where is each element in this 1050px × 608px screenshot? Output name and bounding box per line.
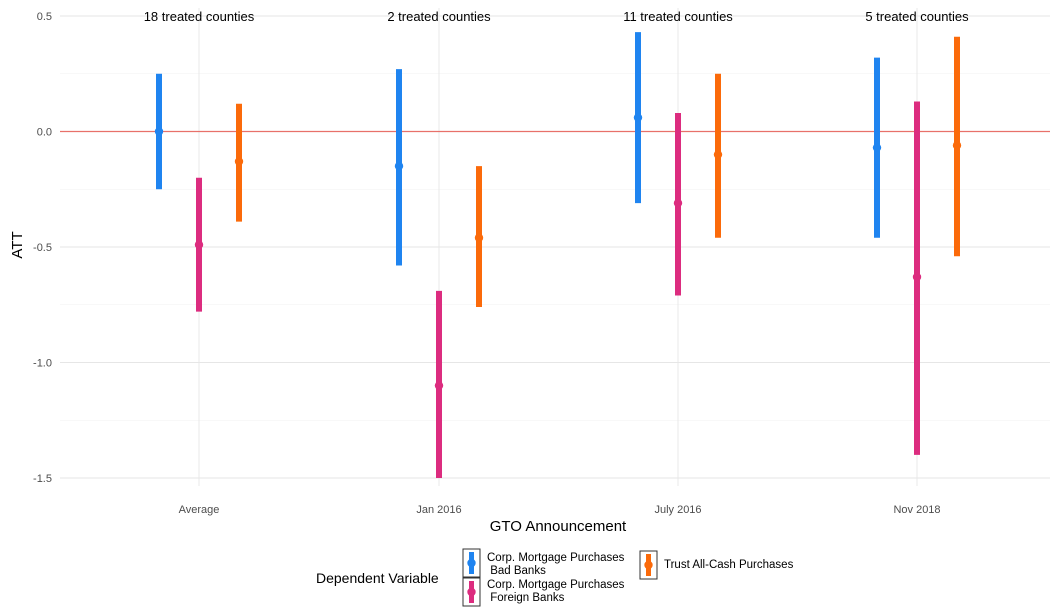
point-foreign-banks-average [194, 240, 204, 249]
point-bad-banks-nov-2018 [872, 143, 882, 152]
legend-key-foreign-banks [462, 577, 481, 607]
legend-keys [462, 548, 658, 607]
legend: Dependent Variable Corp. Mortgage Purcha… [316, 548, 794, 607]
legend-label-bad-banks-line2: Bad Banks [487, 565, 546, 577]
annotations: 18 treated counties 2 treated counties 11 … [144, 9, 969, 24]
legend-key-point [644, 560, 653, 570]
y-axis-ticks: -1.5 -1.0 -0.5 0.0 0.5 [33, 11, 52, 485]
x-tick-label-july-2016: July 2016 [654, 504, 701, 516]
point-foreign-banks-nov-2018 [912, 272, 922, 282]
legend-key-trust-all-cash [639, 550, 658, 580]
legend-title: Dependent Variable [316, 570, 439, 586]
legend-label-trust-all-cash: Trust All-Cash Purchases [664, 559, 794, 571]
x-tick-label-jan-2016: Jan 2016 [416, 504, 461, 516]
x-tick-label-average: Average [179, 504, 220, 516]
y-tick-label: -1.5 [33, 473, 52, 485]
point-trust-all-cash-nov-2018 [952, 141, 962, 150]
y-tick-label: 0.0 [37, 127, 52, 139]
point-foreign-banks-jan-2016 [434, 381, 444, 390]
point-trust-all-cash-average [234, 157, 244, 166]
point-bad-banks-jan-2016 [394, 161, 404, 171]
legend-label-foreign-banks-line2: Foreign Banks [487, 592, 565, 604]
legend-key-point [467, 558, 476, 568]
annotation-jan-2016: 2 treated counties [387, 9, 491, 24]
y-tick-label: -0.5 [33, 242, 52, 254]
error-bars [154, 32, 962, 478]
legend-key-point [467, 587, 476, 597]
point-trust-all-cash-jan-2016 [474, 233, 484, 242]
legend-key-bad-banks [462, 548, 481, 578]
annotation-nov-2018: 5 treated counties [865, 9, 969, 24]
legend-label-foreign-banks-line1: Corp. Mortgage Purchases [487, 579, 625, 591]
grid [60, 8, 1050, 486]
annotation-july-2016: 11 treated counties [623, 9, 733, 24]
annotation-average: 18 treated counties [144, 9, 255, 24]
legend-label-bad-banks-line1: Corp. Mortgage Purchases [487, 552, 625, 564]
point-trust-all-cash-july-2016 [713, 150, 723, 159]
y-axis-title: ATT [9, 231, 26, 258]
point-foreign-banks-july-2016 [673, 198, 683, 208]
point-bad-banks-july-2016 [633, 113, 643, 122]
y-tick-label: 0.5 [37, 11, 52, 23]
point-bad-banks-average [154, 127, 164, 136]
x-axis-title: GTO Announcement [490, 518, 627, 535]
x-axis-ticks: Average Jan 2016 July 2016 Nov 2018 [179, 504, 941, 516]
x-tick-label-nov-2018: Nov 2018 [893, 504, 940, 516]
y-tick-label: -1.0 [33, 358, 52, 370]
